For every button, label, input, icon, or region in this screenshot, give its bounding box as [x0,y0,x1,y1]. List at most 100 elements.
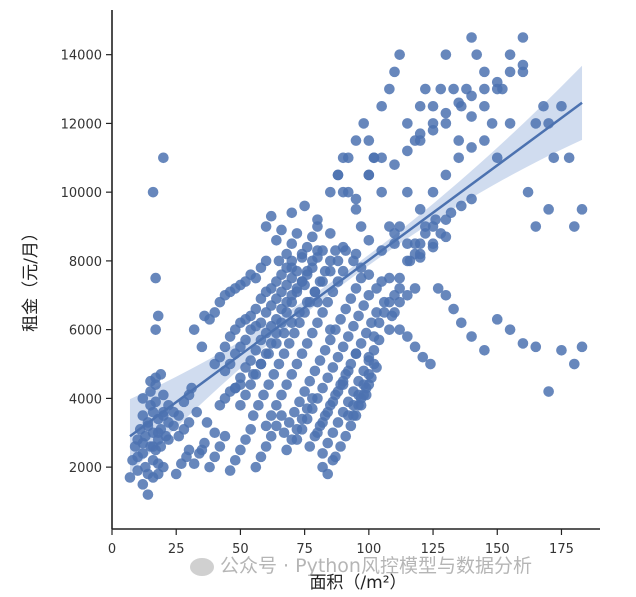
data-point [158,389,169,401]
data-point [556,100,567,112]
data-point [414,100,426,112]
data-point [479,100,490,112]
data-point [150,396,161,408]
data-point [378,296,390,308]
data-point [250,272,262,284]
data-point [389,66,400,78]
data-point [296,348,308,360]
data-point [260,221,272,232]
data-point [363,135,375,146]
data-point [296,252,308,263]
data-point [350,283,362,294]
data-point [142,489,154,500]
data-point [183,444,195,456]
data-point [327,427,339,439]
data-point [517,338,529,349]
data-point [158,152,169,164]
data-point [376,100,387,112]
data-point [466,193,477,205]
data-point [325,324,336,335]
data-point [307,393,318,404]
y-tick-label: 8000 [69,255,102,270]
data-point [402,118,413,129]
data-point [569,221,580,232]
data-point [263,379,274,390]
data-point [337,265,349,277]
data-point [414,135,426,146]
data-point [317,276,328,287]
data-point [255,317,267,329]
data-point [278,427,290,439]
data-point [312,245,323,256]
data-point [332,255,344,267]
data-point [219,341,231,353]
data-point [214,441,226,452]
data-point [281,379,292,390]
data-point [268,369,280,380]
data-point [142,420,154,432]
data-point [335,441,346,452]
data-point [229,454,241,466]
data-point [389,238,400,250]
data-point [353,399,364,411]
data-point [548,152,560,164]
data-point [440,289,452,301]
data-point [265,430,277,442]
data-point [219,430,231,442]
data-point [258,389,269,401]
data-point [358,300,370,311]
data-point [327,396,339,408]
data-point [402,186,413,198]
data-point [355,338,367,349]
data-point [276,410,287,421]
x-tick-label: 125 [421,542,446,557]
data-point [209,427,221,439]
data-point [427,100,439,112]
data-point [440,169,452,181]
data-point [235,399,246,411]
data-point [247,410,259,421]
data-point [224,465,236,476]
data-point [240,389,251,401]
data-point [322,296,334,308]
data-point [188,458,200,469]
data-point [384,272,395,284]
data-point [158,461,169,473]
data-point [504,118,516,129]
data-point [325,334,336,346]
data-point [342,186,354,198]
data-point [517,32,529,43]
data-point [337,375,349,387]
axes [106,10,600,535]
data-point [402,331,413,342]
data-point [301,403,313,415]
data-point [471,49,483,60]
data-point [371,307,382,318]
y-tick-label: 2000 [69,461,102,476]
data-point [273,358,285,370]
data-point [307,327,318,339]
data-point [299,279,310,291]
data-point [245,355,256,366]
data-point [394,283,405,294]
data-point [358,389,370,401]
data-point [394,272,405,284]
data-point [543,204,554,215]
data-point [543,386,554,397]
data-point [283,417,295,428]
data-point [255,451,267,463]
data-point [353,310,364,322]
data-point [307,255,318,267]
data-point [345,420,357,432]
data-point [358,118,370,129]
data-point [363,289,375,301]
y-axis-label: 租金（元/月） [21,224,41,332]
data-point [427,186,439,198]
data-point [250,303,262,315]
data-point [453,135,465,146]
data-point [322,468,334,480]
y-tick-label: 6000 [69,324,102,339]
data-point [245,379,256,390]
data-point [386,310,398,322]
